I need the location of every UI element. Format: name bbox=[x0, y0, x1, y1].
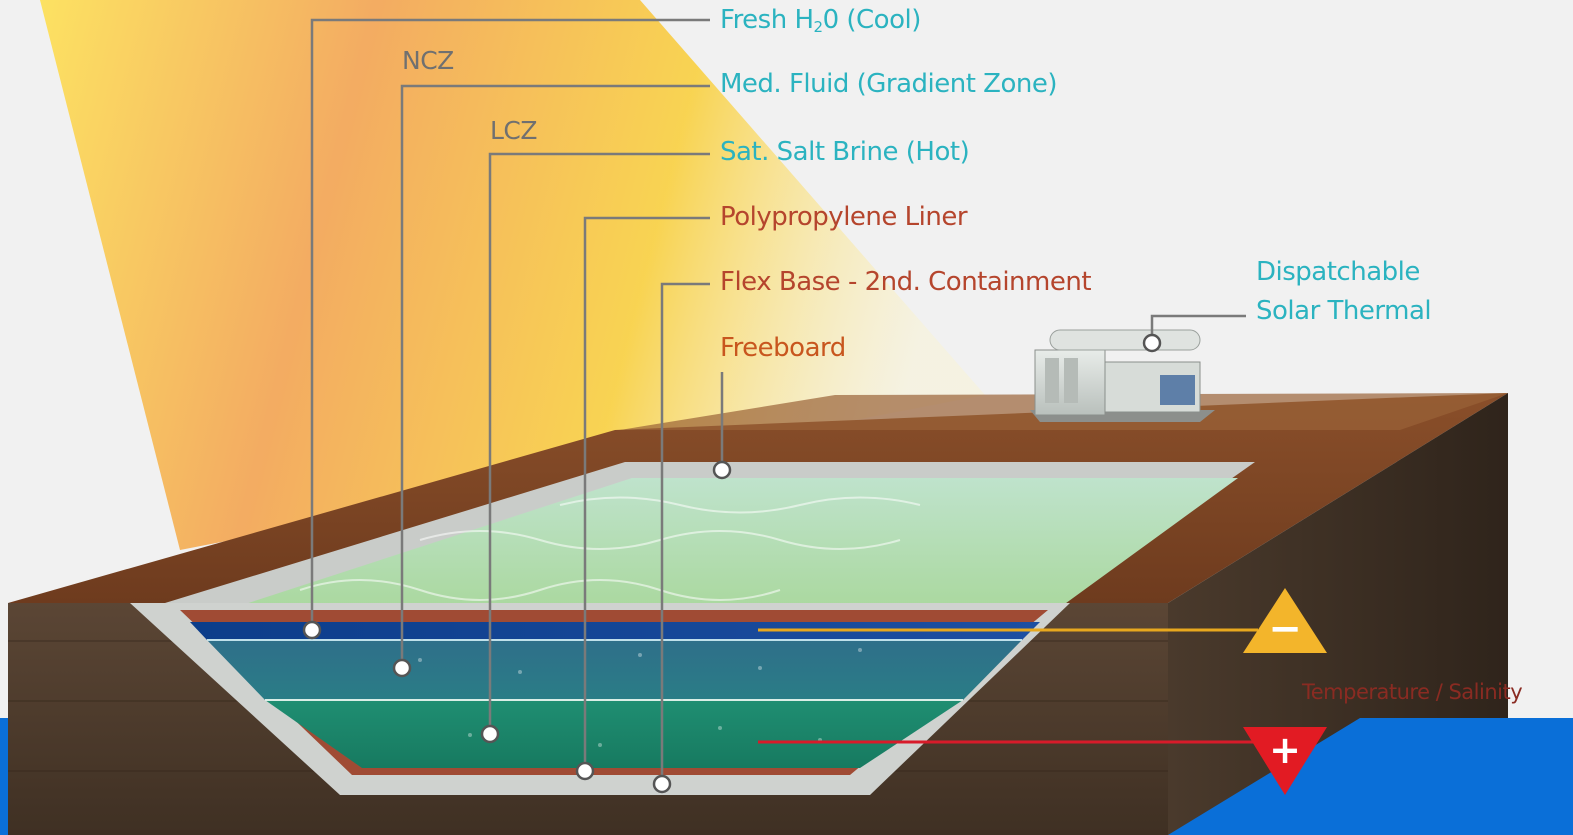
minus-triangle bbox=[1243, 588, 1327, 653]
label-sat-salt-brine: Sat. Salt Brine (Hot) bbox=[720, 137, 970, 167]
label-fresh-h2o: Fresh H20 (Cool) bbox=[720, 5, 921, 36]
ground-side-face bbox=[1168, 393, 1508, 835]
label-freeboard: Freeboard bbox=[720, 333, 846, 363]
ncz-layer bbox=[207, 640, 1022, 700]
label-temperature-salinity: Temperature / Salinity bbox=[1302, 680, 1523, 704]
label-polypropylene-liner: Polypropylene Liner bbox=[720, 202, 968, 232]
label-flex-base: Flex Base - 2nd. Containment bbox=[720, 267, 1092, 297]
plus-symbol: + bbox=[1269, 728, 1301, 772]
label-lcz: LCZ bbox=[490, 116, 538, 145]
label-dispatchable: Dispatchable bbox=[1256, 257, 1420, 287]
plus-triangle bbox=[1243, 727, 1327, 795]
label-ncz: NCZ bbox=[402, 46, 454, 75]
label-solar-thermal: Solar Thermal bbox=[1256, 296, 1432, 326]
solar-thermal-unit bbox=[1030, 329, 1215, 422]
callout-lines bbox=[310, 18, 1246, 784]
label-med-fluid: Med. Fluid (Gradient Zone) bbox=[720, 69, 1058, 99]
callout-dots bbox=[302, 333, 1162, 794]
water-surface bbox=[190, 478, 1238, 622]
lcz-layer bbox=[265, 700, 963, 768]
minus-symbol: − bbox=[1268, 606, 1302, 652]
